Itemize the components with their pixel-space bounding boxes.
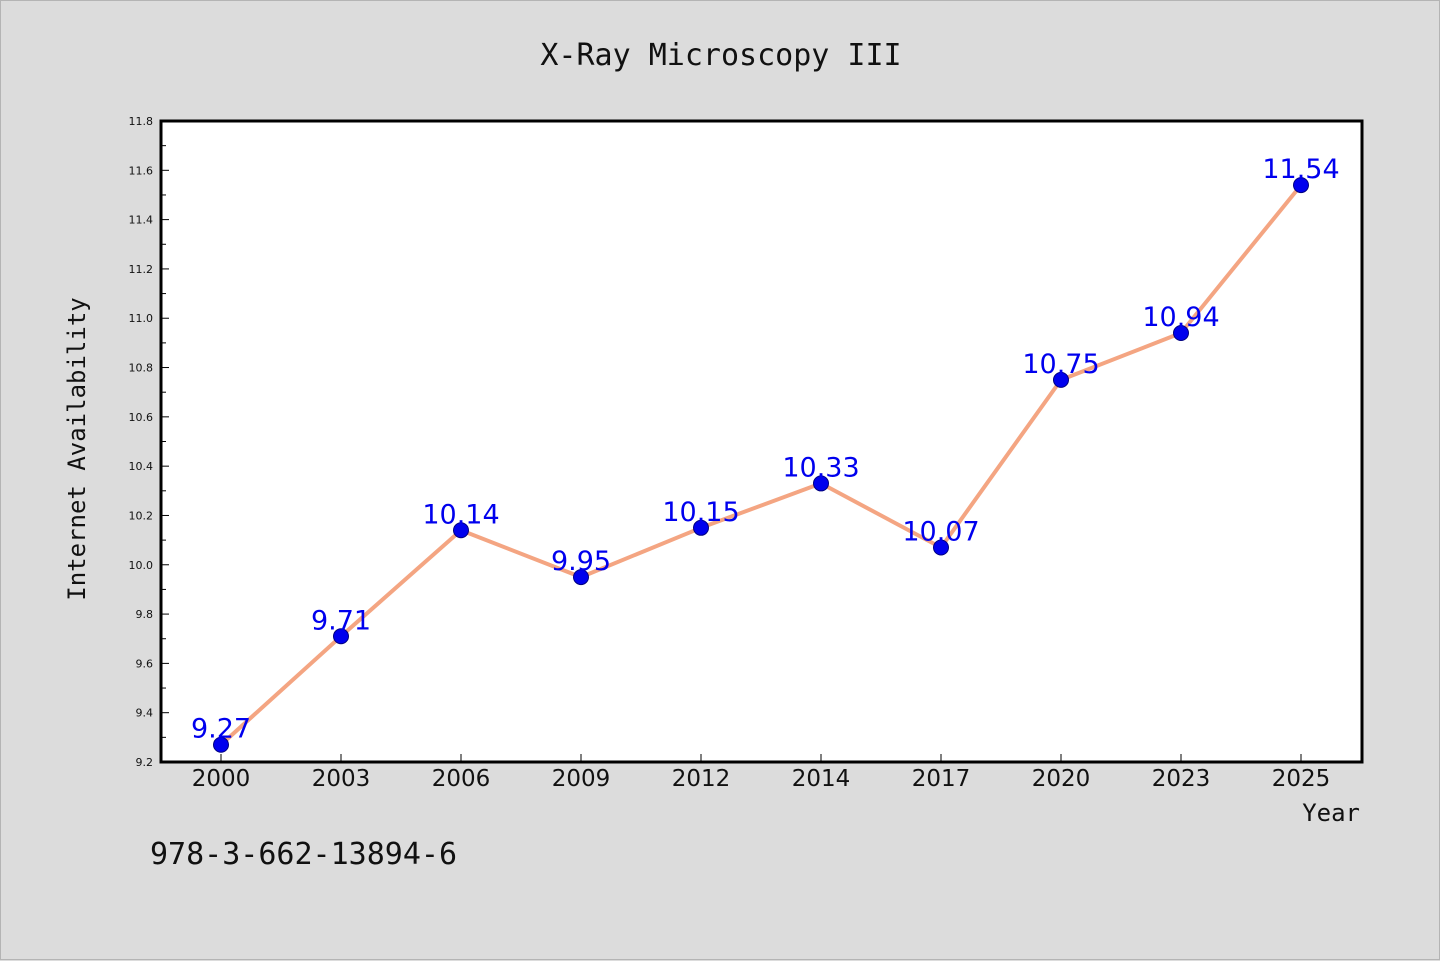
y-tick-label: 11.6: [129, 164, 154, 177]
x-axis-title: Year: [1302, 799, 1360, 827]
data-point: [1053, 371, 1069, 388]
x-tick-label: 2023: [1152, 766, 1211, 792]
y-tick-label: 10.8: [129, 362, 154, 375]
x-tick-label: 2009: [552, 766, 611, 792]
y-tick-label: 9.8: [136, 608, 154, 621]
x-tick-label: 2012: [672, 766, 731, 792]
data-point: [573, 569, 589, 586]
y-tick-label: 10.6: [129, 411, 154, 424]
y-tick-label: 10.0: [129, 559, 154, 572]
y-tick-label: 11.4: [129, 214, 154, 227]
data-label: 9.71: [311, 605, 371, 636]
data-point: [453, 522, 469, 539]
y-tick-label: 10.4: [129, 460, 154, 473]
data-label: 9.27: [191, 714, 251, 745]
y-tick-label: 11.2: [129, 263, 154, 276]
x-tick-label: 2014: [792, 766, 851, 792]
data-label: 10.94: [1142, 302, 1219, 333]
data-label: 10.07: [902, 517, 979, 548]
data-point: [333, 628, 349, 645]
y-axis-title: Internet Availability: [63, 297, 91, 600]
data-label: 9.95: [551, 546, 611, 577]
y-axis: 9.2 9.4 9.6 9.8 10.0 10.2 10.4 10.6 10.8 11.0 11.2…: [129, 115, 169, 769]
y-tick-label: 9.4: [136, 707, 154, 720]
data-label: 10.33: [782, 452, 859, 483]
data-labels: 9.27 9.71 10.14 9.95 10.15 10.33 10.07 10.75 10.…: [191, 154, 1340, 745]
data-label: 11.54: [1262, 154, 1339, 185]
x-tick-label: 2025: [1272, 766, 1331, 792]
y-tick-label: 11.0: [129, 312, 154, 325]
x-tick-label: 2000: [192, 766, 251, 792]
x-tick-label: 2020: [1032, 766, 1091, 792]
data-point: [213, 736, 229, 753]
x-tick-label: 2003: [312, 766, 371, 792]
y-tick-label: 10.2: [129, 509, 154, 522]
x-axis: 2000 2003 2006 2009 2012 2014 2017 2020 2023 2025: [192, 754, 1331, 792]
isbn-label: 978-3-662-13894-6: [150, 837, 457, 872]
y-tick-label: 9.2: [136, 756, 154, 769]
data-point: [813, 475, 829, 492]
data-point: [1173, 325, 1189, 342]
data-label: 10.14: [422, 499, 499, 530]
series-line: [219, 183, 1303, 747]
data-point: [693, 519, 709, 536]
chart-title: X-Ray Microscopy III: [540, 38, 901, 73]
x-tick-label: 2006: [432, 766, 491, 792]
data-label: 10.15: [662, 497, 739, 528]
plot-area: [159, 119, 1364, 764]
data-label: 10.75: [1022, 349, 1099, 380]
y-tick-label: 9.6: [136, 657, 154, 670]
series-layer: [213, 177, 1309, 753]
data-point: [933, 539, 949, 556]
y-tick-label: 11.8: [129, 115, 154, 128]
data-point: [1293, 177, 1309, 194]
x-tick-label: 2017: [912, 766, 971, 792]
